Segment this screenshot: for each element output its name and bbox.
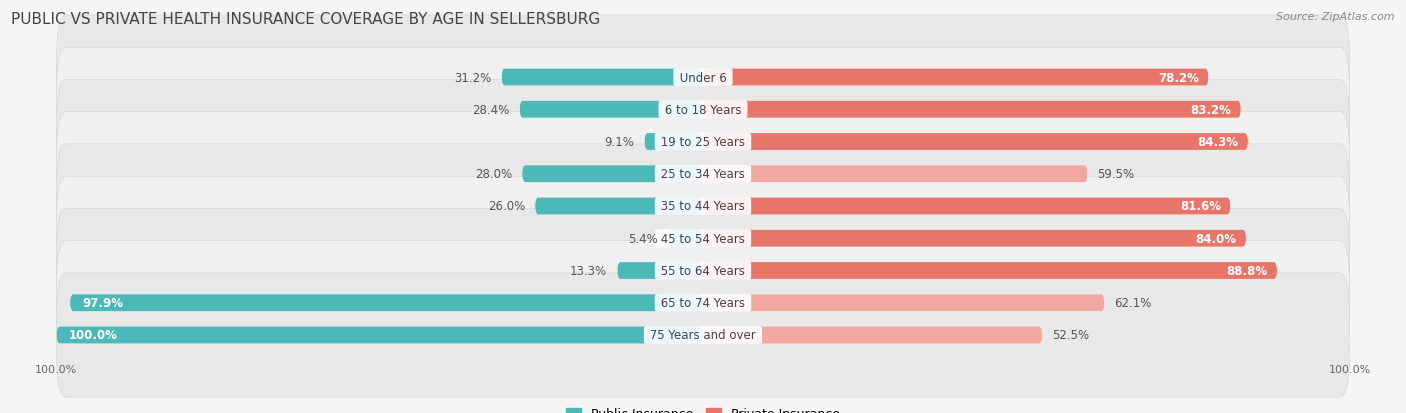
- FancyBboxPatch shape: [703, 69, 1209, 86]
- Text: 84.0%: 84.0%: [1195, 232, 1237, 245]
- FancyBboxPatch shape: [703, 327, 1043, 344]
- FancyBboxPatch shape: [703, 198, 1230, 215]
- Text: 13.3%: 13.3%: [571, 264, 607, 277]
- Text: 88.8%: 88.8%: [1226, 264, 1268, 277]
- FancyBboxPatch shape: [703, 263, 1277, 279]
- Text: 100.0%: 100.0%: [69, 329, 118, 342]
- Text: 31.2%: 31.2%: [454, 71, 492, 84]
- FancyBboxPatch shape: [56, 209, 1350, 333]
- FancyBboxPatch shape: [703, 230, 1246, 247]
- FancyBboxPatch shape: [56, 145, 1350, 268]
- Text: 19 to 25 Years: 19 to 25 Years: [657, 136, 749, 149]
- FancyBboxPatch shape: [703, 134, 1249, 150]
- Text: 84.3%: 84.3%: [1198, 136, 1239, 149]
- Legend: Public Insurance, Private Insurance: Public Insurance, Private Insurance: [567, 407, 839, 413]
- Text: 28.4%: 28.4%: [472, 104, 509, 116]
- Text: 52.5%: 52.5%: [1052, 329, 1090, 342]
- FancyBboxPatch shape: [534, 198, 703, 215]
- FancyBboxPatch shape: [56, 80, 1350, 204]
- Text: 9.1%: 9.1%: [605, 136, 634, 149]
- Text: 35 to 44 Years: 35 to 44 Years: [657, 200, 749, 213]
- Text: 59.5%: 59.5%: [1098, 168, 1135, 181]
- FancyBboxPatch shape: [56, 241, 1350, 365]
- FancyBboxPatch shape: [56, 48, 1350, 172]
- FancyBboxPatch shape: [617, 263, 703, 279]
- Text: 65 to 74 Years: 65 to 74 Years: [657, 297, 749, 309]
- FancyBboxPatch shape: [501, 69, 703, 86]
- FancyBboxPatch shape: [56, 273, 1350, 397]
- Text: 26.0%: 26.0%: [488, 200, 526, 213]
- Text: 75 Years and over: 75 Years and over: [647, 329, 759, 342]
- FancyBboxPatch shape: [522, 166, 703, 183]
- FancyBboxPatch shape: [56, 112, 1350, 236]
- FancyBboxPatch shape: [703, 102, 1241, 119]
- Text: 6 to 18 Years: 6 to 18 Years: [661, 104, 745, 116]
- Text: 83.2%: 83.2%: [1191, 104, 1232, 116]
- Text: 25 to 34 Years: 25 to 34 Years: [657, 168, 749, 181]
- Text: 97.9%: 97.9%: [83, 297, 124, 309]
- Text: 62.1%: 62.1%: [1115, 297, 1152, 309]
- Text: 55 to 64 Years: 55 to 64 Years: [657, 264, 749, 277]
- Text: Under 6: Under 6: [676, 71, 730, 84]
- FancyBboxPatch shape: [56, 177, 1350, 301]
- FancyBboxPatch shape: [56, 16, 1350, 140]
- FancyBboxPatch shape: [644, 134, 703, 150]
- FancyBboxPatch shape: [703, 294, 1105, 311]
- Text: 81.6%: 81.6%: [1180, 200, 1220, 213]
- FancyBboxPatch shape: [70, 294, 703, 311]
- Text: 28.0%: 28.0%: [475, 168, 512, 181]
- FancyBboxPatch shape: [668, 230, 703, 247]
- Text: 5.4%: 5.4%: [628, 232, 658, 245]
- Text: 78.2%: 78.2%: [1159, 71, 1199, 84]
- Text: Source: ZipAtlas.com: Source: ZipAtlas.com: [1277, 12, 1395, 22]
- Text: PUBLIC VS PRIVATE HEALTH INSURANCE COVERAGE BY AGE IN SELLERSBURG: PUBLIC VS PRIVATE HEALTH INSURANCE COVER…: [11, 12, 600, 27]
- FancyBboxPatch shape: [519, 102, 703, 119]
- FancyBboxPatch shape: [56, 327, 703, 344]
- FancyBboxPatch shape: [703, 166, 1088, 183]
- Text: 45 to 54 Years: 45 to 54 Years: [657, 232, 749, 245]
